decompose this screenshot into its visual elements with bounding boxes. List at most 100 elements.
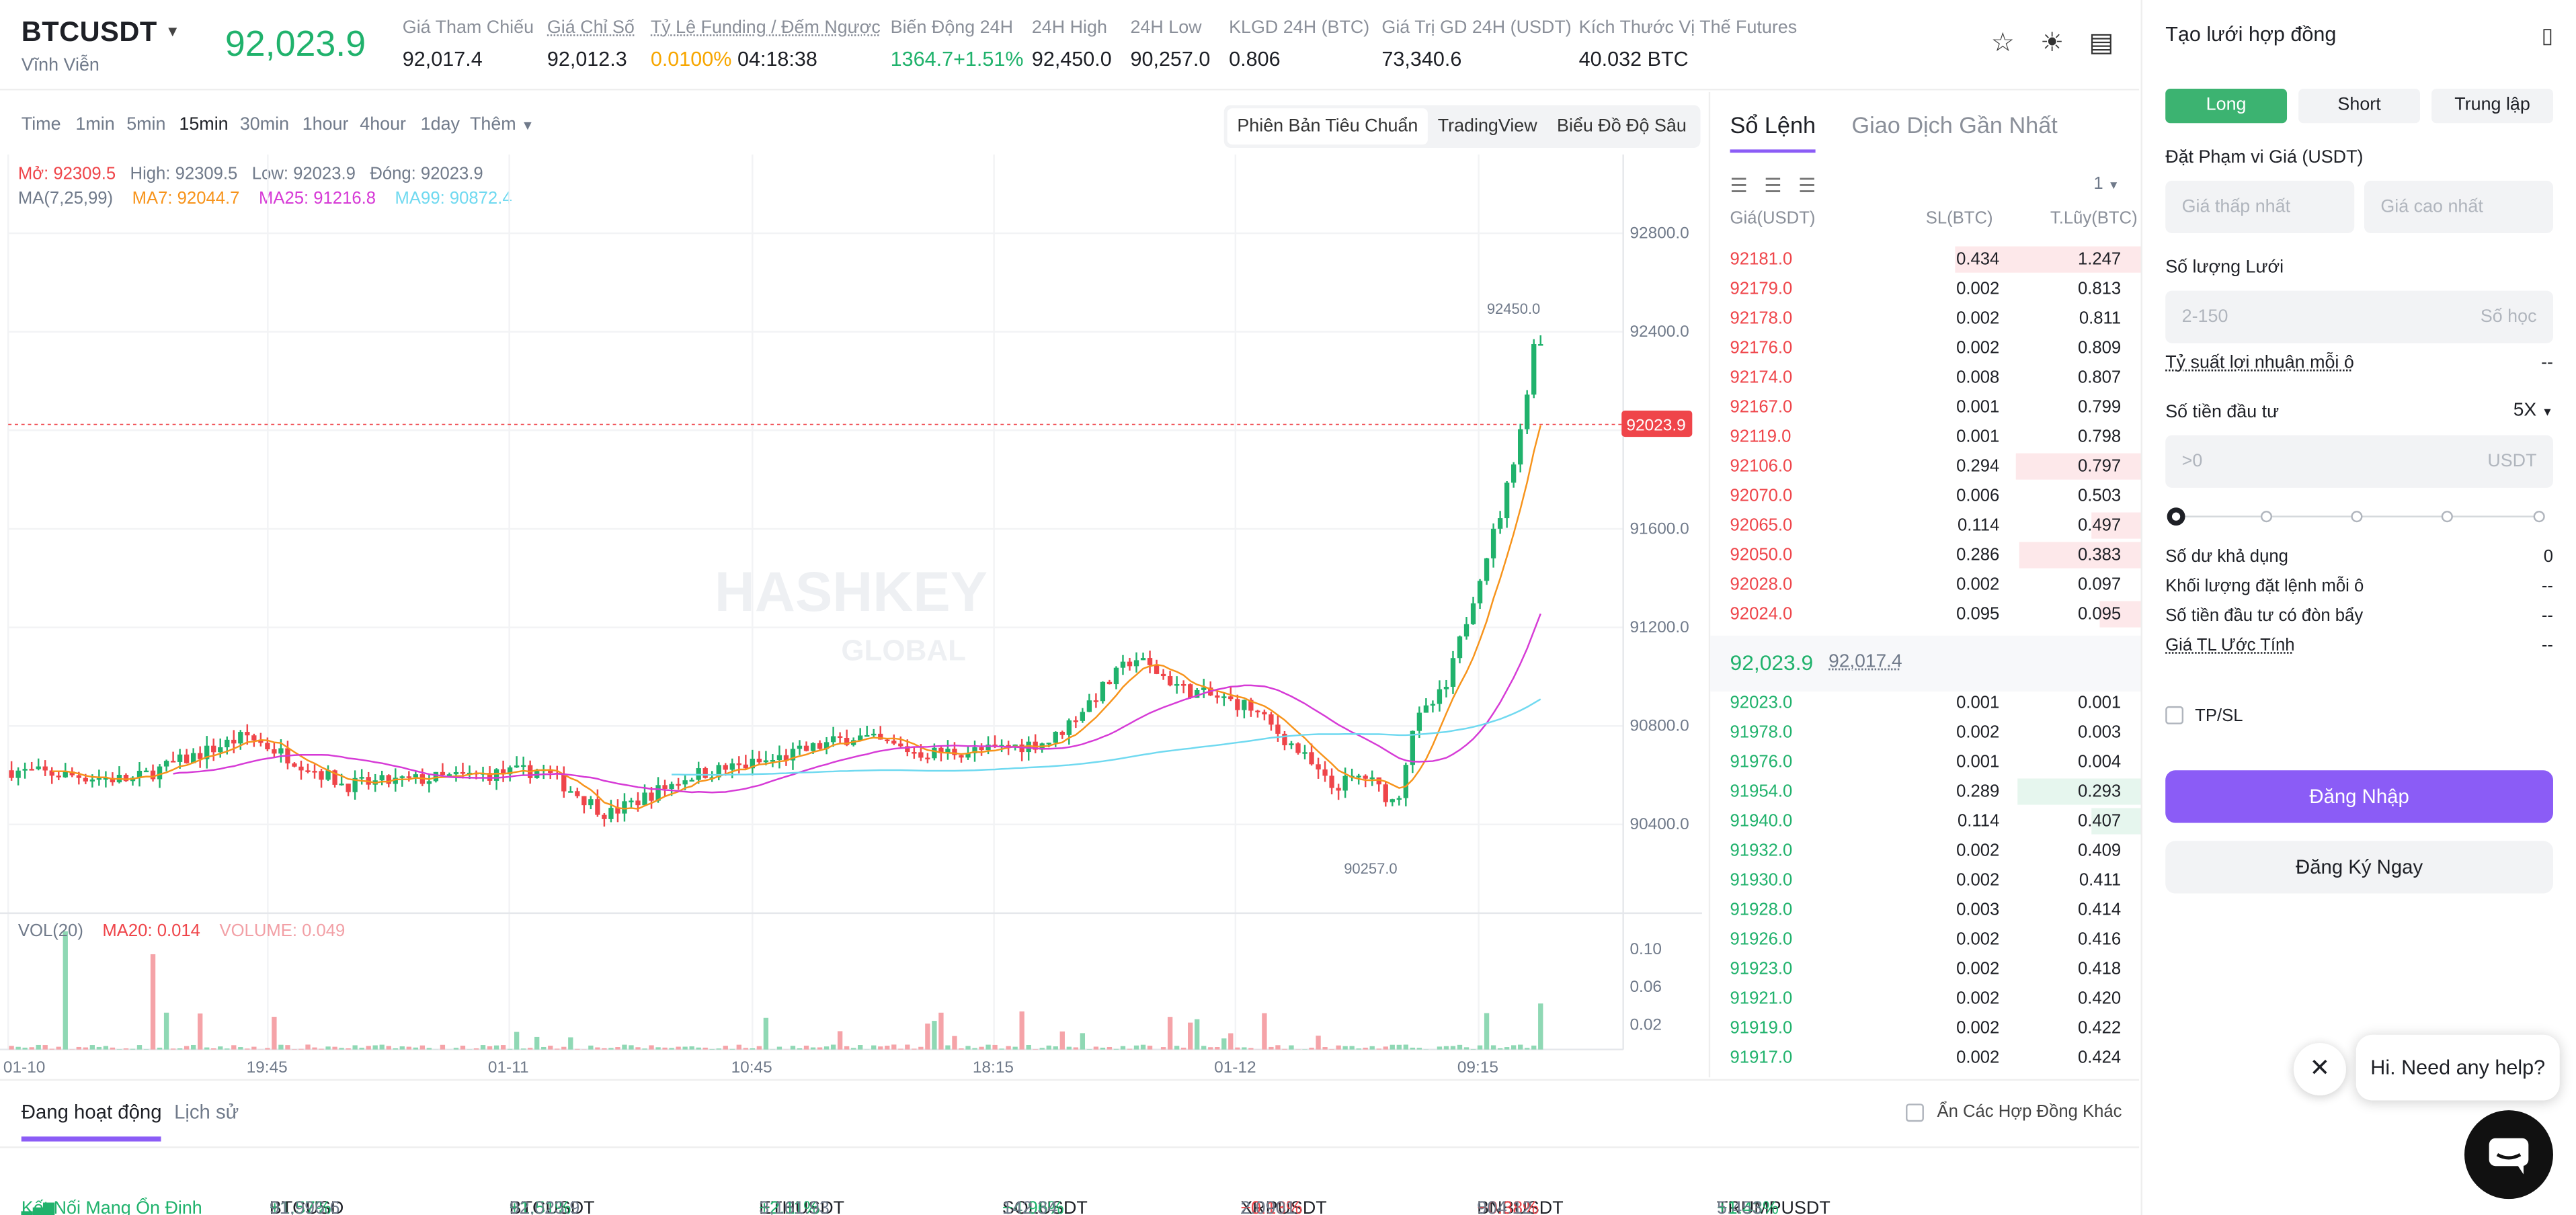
bid-row[interactable]: 91954.0 0.289 0.293 bbox=[1710, 777, 2141, 806]
ask-row[interactable]: 92024.0 0.095 0.095 bbox=[1710, 599, 2141, 629]
candle-body bbox=[1026, 741, 1031, 753]
price-chart[interactable]: Mở: 92309.5 High: 92309.5 Low: 92023.9 Đ… bbox=[0, 154, 1702, 1078]
bid-row[interactable]: 91926.0 0.002 0.416 bbox=[1710, 925, 2140, 954]
candle-body bbox=[312, 771, 317, 773]
grid-count-input[interactable]: 2-150 Số học bbox=[2165, 290, 2553, 343]
row-total: 0.422 bbox=[2077, 1018, 2122, 1038]
candle-body bbox=[905, 746, 910, 753]
ask-row[interactable]: 92167.0 0.001 0.799 bbox=[1710, 392, 2140, 422]
volume-bar bbox=[150, 954, 156, 1050]
tab-orderbook[interactable]: Sổ Lệnh bbox=[1730, 112, 1816, 153]
chat-launcher-button[interactable] bbox=[2464, 1110, 2553, 1200]
book-asks-icon[interactable]: ☰ bbox=[1798, 174, 1833, 198]
ask-row[interactable]: 92106.0 0.294 0.797 bbox=[1710, 452, 2141, 481]
mode-short[interactable]: Short bbox=[2298, 88, 2421, 124]
bid-row[interactable]: 91978.0 0.002 0.003 bbox=[1710, 718, 2140, 747]
volume-bar bbox=[1342, 1046, 1348, 1050]
depth-bar bbox=[2017, 778, 2141, 805]
volume-bar bbox=[642, 1048, 647, 1050]
volume-bar bbox=[918, 1046, 924, 1050]
candle-body bbox=[1248, 700, 1254, 711]
book-both-icon[interactable]: ☰ bbox=[1730, 174, 1765, 198]
hide-other-checkbox[interactable] bbox=[1906, 1103, 1924, 1122]
bid-row[interactable]: 91932.0 0.002 0.409 bbox=[1710, 836, 2140, 866]
chat-bubble[interactable]: Hi. Need any help? bbox=[2356, 1034, 2560, 1101]
timeframe-more[interactable]: Thêm ▼ bbox=[470, 115, 534, 134]
stat-index-price[interactable]: Giá Chỉ Số 92,012.3 bbox=[547, 18, 635, 71]
bid-row[interactable]: 91921.0 0.002 0.420 bbox=[1710, 984, 2140, 1013]
candle-body bbox=[1113, 667, 1119, 685]
timeframe-1day[interactable]: 1day bbox=[420, 115, 460, 135]
stat-label: Kích Thước Vị Thế Futures bbox=[1578, 17, 1798, 38]
precision-select[interactable]: 1 ▼ bbox=[2093, 174, 2119, 194]
candle-body bbox=[346, 784, 351, 792]
ask-row[interactable]: 92070.0 0.006 0.503 bbox=[1710, 481, 2140, 511]
volume-bar bbox=[541, 1046, 547, 1050]
ask-row[interactable]: 92178.0 0.002 0.811 bbox=[1710, 304, 2140, 333]
leverage-select[interactable]: 5X ▼ bbox=[2513, 401, 2553, 420]
ask-row[interactable]: 92050.0 0.286 0.383 bbox=[1710, 540, 2141, 570]
row-price: 91932.0 bbox=[1730, 841, 1793, 861]
volume-bar bbox=[211, 1048, 216, 1050]
bid-row[interactable]: 91940.0 0.114 0.407 bbox=[1710, 806, 2141, 836]
tab-history[interactable]: Lịch sử bbox=[174, 1100, 239, 1124]
star-icon[interactable]: ☆ bbox=[1990, 29, 2015, 58]
bid-row[interactable]: 91976.0 0.001 0.004 bbox=[1710, 747, 2140, 777]
view-depth[interactable]: Biểu Đồ Độ Sâu bbox=[1557, 116, 1687, 136]
volume-bar bbox=[231, 1045, 237, 1050]
timeframe-1min[interactable]: 1min bbox=[75, 115, 115, 135]
ask-row[interactable]: 92119.0 0.001 0.798 bbox=[1710, 422, 2140, 452]
slider-thumb[interactable] bbox=[2167, 507, 2185, 526]
view-tradingview[interactable]: TradingView bbox=[1437, 116, 1537, 136]
timeframe-30min[interactable]: 30min bbox=[239, 115, 290, 135]
layout-icon[interactable]: ▤ bbox=[2089, 29, 2114, 58]
login-button[interactable]: Đăng Nhập bbox=[2165, 770, 2553, 823]
timeframe-1hour[interactable]: 1hour bbox=[302, 115, 349, 135]
book-icon[interactable]: ▯ bbox=[2541, 23, 2553, 48]
ask-row[interactable]: 92181.0 0.434 1.247 bbox=[1710, 245, 2141, 274]
bid-row[interactable]: 91917.0 0.002 0.424 bbox=[1710, 1043, 2140, 1073]
volume-bar bbox=[1390, 1044, 1395, 1050]
candle-body bbox=[426, 781, 432, 784]
candle-body bbox=[858, 735, 863, 741]
bid-row[interactable]: 91928.0 0.003 0.414 bbox=[1710, 895, 2140, 925]
bid-row[interactable]: 92023.0 0.001 0.001 bbox=[1710, 688, 2140, 718]
timeframe-time[interactable]: Time bbox=[21, 115, 61, 135]
timeframe-more-label: Thêm bbox=[469, 115, 516, 135]
bid-row[interactable]: 91923.0 0.002 0.418 bbox=[1710, 954, 2140, 984]
timeframe-5min[interactable]: 5min bbox=[126, 115, 166, 135]
row-price: 92106.0 bbox=[1730, 456, 1793, 476]
y-tick-label: 92800.0 bbox=[1629, 224, 1689, 242]
view-standard[interactable]: Phiên Bản Tiêu Chuẩn bbox=[1227, 108, 1428, 145]
ask-row[interactable]: 92028.0 0.002 0.097 bbox=[1710, 570, 2140, 599]
mode-long[interactable]: Long bbox=[2165, 88, 2288, 124]
amount-slider[interactable] bbox=[2167, 507, 2545, 526]
sun-icon[interactable]: ☀ bbox=[2040, 29, 2064, 58]
ask-row[interactable]: 92174.0 0.008 0.807 bbox=[1710, 363, 2140, 392]
legend-close: Đóng: 92023.9 bbox=[370, 164, 483, 184]
tpsl-checkbox[interactable] bbox=[2165, 706, 2184, 724]
ask-row[interactable]: 92065.0 0.114 0.497 bbox=[1710, 511, 2141, 540]
investment-input[interactable]: >0 USDT bbox=[2165, 435, 2553, 488]
stat-funding[interactable]: Tỷ Lệ Funding / Đếm Ngược 0.0100% 04:18:3… bbox=[651, 18, 881, 71]
timeframe-4hour[interactable]: 4hour bbox=[360, 115, 407, 135]
mode-neutral[interactable]: Trung lập bbox=[2431, 88, 2553, 124]
tab-active-orders[interactable]: Đang hoạt động bbox=[21, 1100, 162, 1142]
volume-bar bbox=[278, 1044, 284, 1050]
stat-value: 92,017.4 bbox=[402, 47, 483, 71]
book-bids-icon[interactable]: ☰ bbox=[1764, 174, 1799, 198]
timeframe-15min[interactable]: 15min bbox=[179, 115, 229, 135]
ask-row[interactable]: 92176.0 0.002 0.809 bbox=[1710, 333, 2140, 363]
tab-recent-trades[interactable]: Giao Dịch Gần Nhất bbox=[1851, 112, 2058, 138]
register-button[interactable]: Đăng Ký Ngay bbox=[2165, 841, 2553, 894]
min-price-input[interactable]: Giá thấp nhất bbox=[2165, 180, 2355, 234]
max-price-input[interactable]: Giá cao nhất bbox=[2364, 180, 2553, 234]
grid-type-suffix[interactable]: Số học bbox=[2480, 307, 2537, 327]
ask-row[interactable]: 92179.0 0.002 0.813 bbox=[1710, 274, 2140, 304]
bid-row[interactable]: 91930.0 0.002 0.411 bbox=[1710, 866, 2140, 895]
bid-row[interactable]: 91919.0 0.002 0.422 bbox=[1710, 1013, 2140, 1043]
chat-close-button[interactable]: ✕ bbox=[2293, 1042, 2347, 1096]
symbol-selector[interactable]: BTCUSDT ▼ bbox=[22, 16, 180, 49]
volume-bar bbox=[823, 1046, 830, 1050]
volume-bar bbox=[871, 1045, 877, 1050]
